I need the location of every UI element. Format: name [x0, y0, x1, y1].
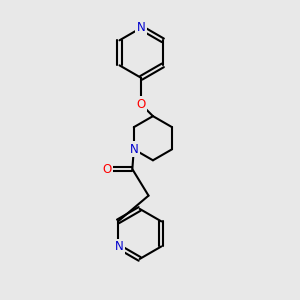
- Text: N: N: [137, 21, 146, 34]
- Text: O: O: [103, 163, 112, 176]
- Text: O: O: [136, 98, 146, 111]
- Text: N: N: [115, 240, 124, 253]
- Text: N: N: [129, 143, 138, 156]
